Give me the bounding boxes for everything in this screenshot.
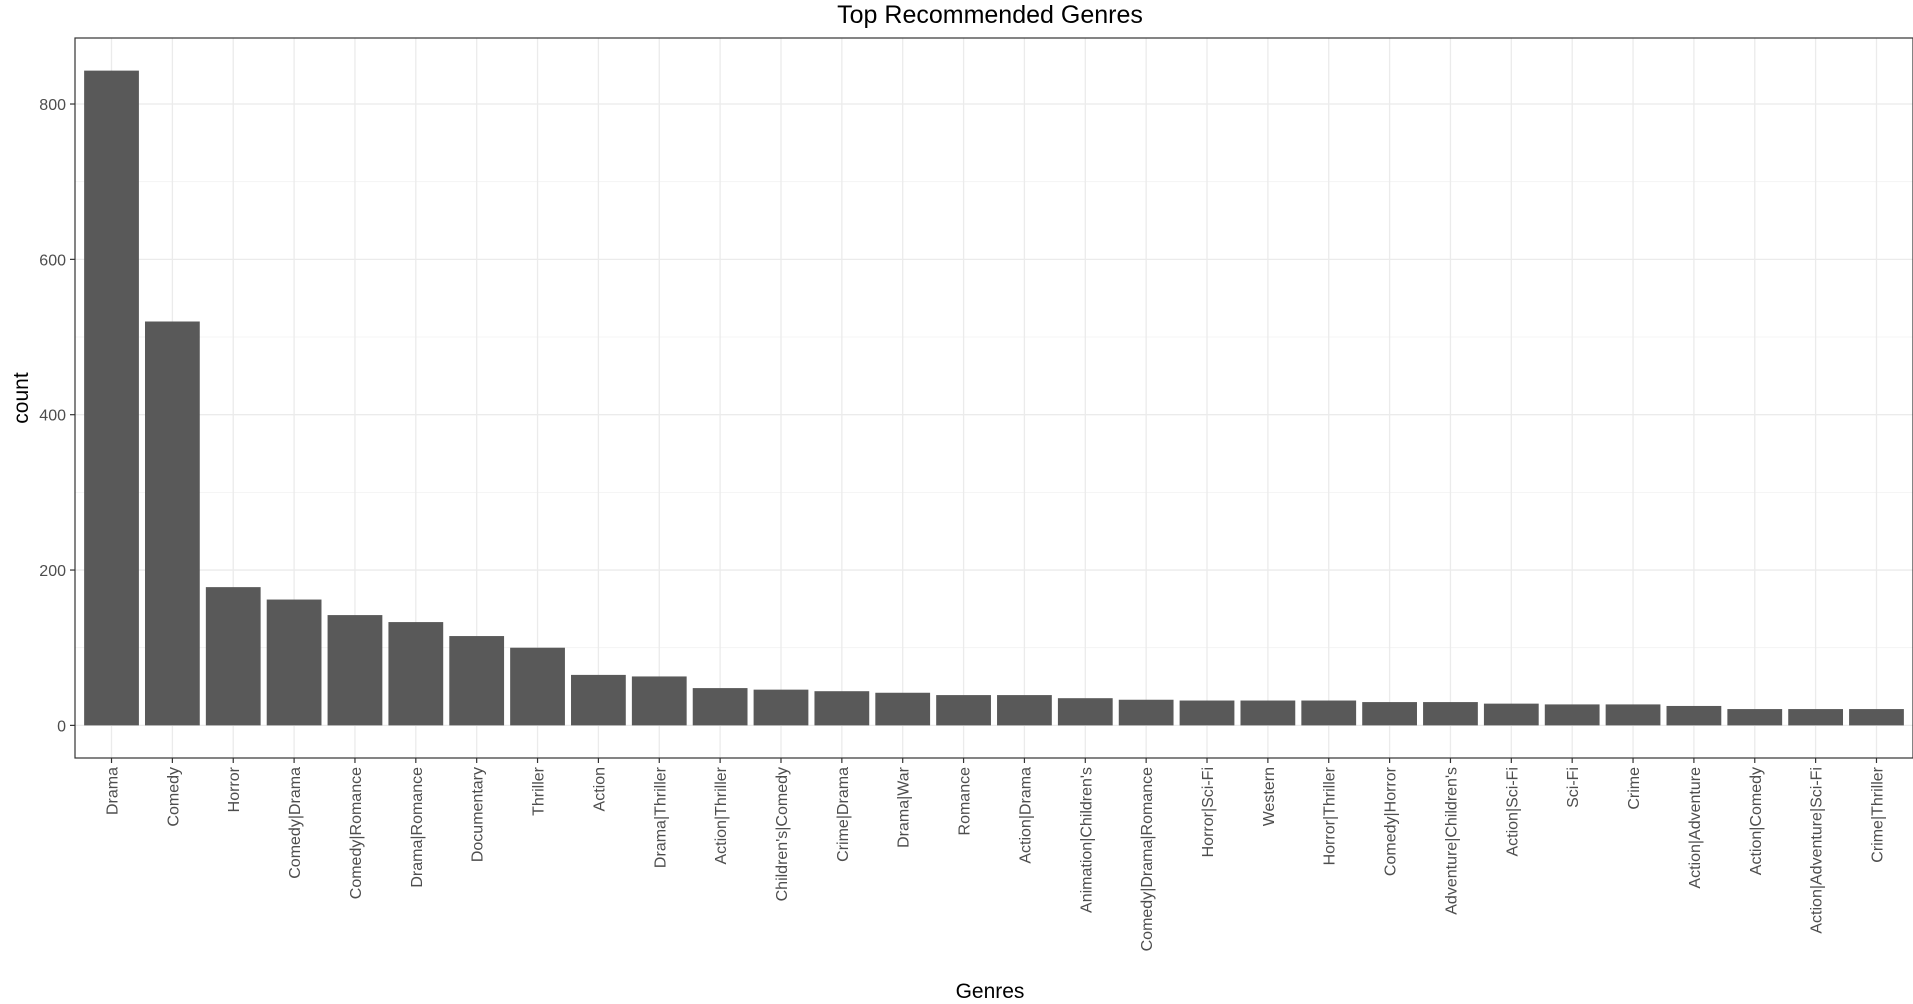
y-tick-label: 200 <box>39 563 66 580</box>
bar <box>997 695 1052 726</box>
bars <box>84 70 1904 726</box>
bar <box>1849 709 1904 726</box>
bar <box>1483 703 1539 726</box>
bar <box>205 587 261 726</box>
bar <box>449 636 505 726</box>
x-tick-label: Documentary <box>470 767 487 862</box>
x-tick-label: Crime <box>1626 767 1643 810</box>
bar <box>144 321 200 726</box>
x-tick-label: Comedy|Horror <box>1383 766 1400 876</box>
x-tick-label: Crime|Thriller <box>1869 766 1886 862</box>
bar <box>814 691 870 726</box>
x-tick-label: Romance <box>957 767 974 836</box>
x-tick-label: Sci-Fi <box>1565 767 1582 808</box>
x-tick-label: Horror|Thriller <box>1322 766 1339 865</box>
bar <box>1057 698 1113 726</box>
bar <box>1301 700 1357 726</box>
x-tick-label: Comedy|Romance <box>348 767 365 899</box>
x-tick-label: Action <box>591 767 608 811</box>
x-tick-label: Drama <box>105 767 122 815</box>
bar <box>875 692 931 726</box>
x-tick-label: Comedy <box>165 767 182 827</box>
bar <box>1666 705 1722 726</box>
bar <box>388 622 444 726</box>
bar <box>936 695 991 726</box>
y-tick-label: 600 <box>39 252 66 269</box>
bar <box>571 674 626 726</box>
y-tick-label: 0 <box>57 718 66 735</box>
bar <box>1179 700 1235 726</box>
x-tick-label: Drama|Thriller <box>652 766 669 868</box>
x-axis-title: Genres <box>956 980 1025 1003</box>
x-axis: Drama Comedy Horror Comedy|Drama Comedy|Roma… <box>105 758 1886 951</box>
bar <box>1788 709 1844 726</box>
chart-title: Top Recommended Genres <box>837 1 1143 29</box>
bar <box>753 689 809 726</box>
x-tick-label: Action|Sci-Fi <box>1504 767 1521 857</box>
x-tick-label: Western <box>1261 767 1278 826</box>
bar <box>1605 704 1661 726</box>
x-tick-label: Action|Drama <box>1017 767 1034 864</box>
y-axis: 0 200 400 600 800 <box>39 97 75 735</box>
x-tick-label: Children's|Comedy <box>774 767 791 901</box>
bar <box>510 647 565 726</box>
bar <box>266 599 322 726</box>
x-tick-label: Comedy|Drama <box>287 767 304 879</box>
bar <box>1118 699 1174 726</box>
x-tick-label: Action|Adventure <box>1687 767 1704 889</box>
x-tick-label: Action|Thriller <box>713 766 730 864</box>
bar <box>1362 702 1417 726</box>
y-axis-title: count <box>10 372 33 424</box>
bar <box>84 70 139 726</box>
bar <box>631 676 687 726</box>
y-tick-label: 400 <box>39 408 66 425</box>
bar <box>327 615 383 726</box>
x-tick-label: Thriller <box>531 766 548 816</box>
bar <box>1544 704 1600 726</box>
x-tick-label: Animation|Children's <box>1078 767 1095 913</box>
x-tick-label: Action|Adventure|Sci-Fi <box>1809 767 1826 934</box>
bar <box>692 688 748 726</box>
bar <box>1727 709 1783 726</box>
bar <box>1240 700 1296 726</box>
x-tick-label: Horror|Sci-Fi <box>1200 767 1217 857</box>
x-tick-label: Drama|Romance <box>409 767 426 888</box>
y-tick-label: 800 <box>39 97 66 114</box>
x-tick-label: Crime|Drama <box>835 767 852 862</box>
plot-panel-border <box>74 37 1913 759</box>
x-tick-label: Action|Comedy <box>1748 767 1765 875</box>
x-tick-label: Adventure|Children's <box>1443 767 1460 915</box>
bar <box>1423 702 1478 726</box>
x-tick-label: Horror <box>226 766 243 812</box>
x-tick-label: Drama|War <box>896 766 913 848</box>
minor-gridlines <box>75 181 1913 649</box>
x-tick-label: Comedy|Drama|Romance <box>1139 767 1156 951</box>
